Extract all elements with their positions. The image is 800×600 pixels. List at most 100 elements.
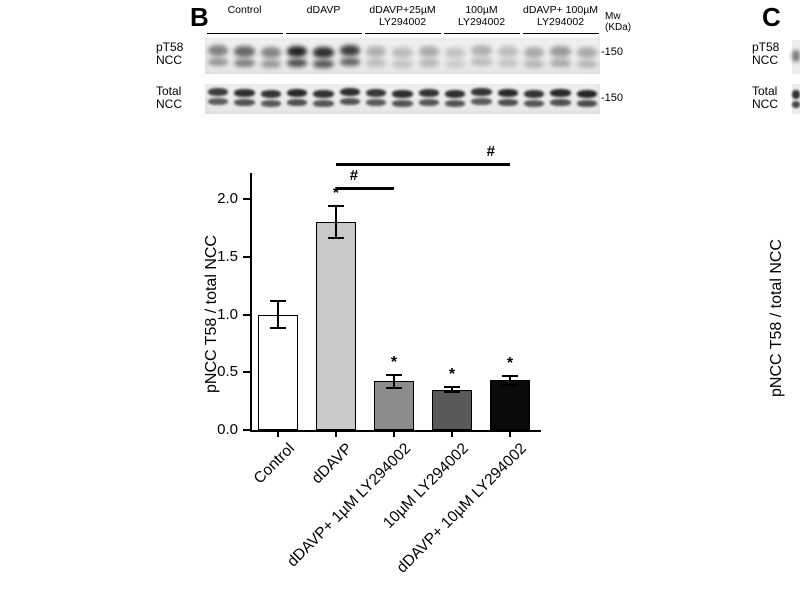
blot-band bbox=[260, 47, 281, 58]
blot-group-label-1: Control bbox=[200, 4, 290, 34]
error-bar-cap-top bbox=[270, 299, 286, 302]
error-bar-line bbox=[509, 375, 511, 385]
blot-band bbox=[523, 60, 545, 68]
blot-band bbox=[260, 90, 281, 98]
error-bar-cap-top bbox=[502, 374, 518, 377]
blot-band bbox=[497, 46, 518, 57]
group-underline bbox=[364, 32, 441, 34]
panel-c-row-label-pt58: pT58 NCC bbox=[752, 40, 780, 67]
blot-band bbox=[471, 45, 492, 56]
blot-band bbox=[260, 100, 281, 107]
x-category-label: Control bbox=[250, 440, 299, 488]
y-tick bbox=[243, 255, 250, 258]
blot-band bbox=[313, 46, 334, 58]
group-label-line1: dDAVP+ 100µM bbox=[522, 4, 599, 16]
blot-lane bbox=[284, 84, 310, 114]
blot-lane bbox=[495, 84, 521, 114]
bar-4 bbox=[432, 389, 472, 430]
blot-group-label-2: dDAVP bbox=[279, 4, 369, 34]
blot-band bbox=[339, 98, 360, 105]
bar-1 bbox=[258, 314, 298, 430]
blot-band bbox=[497, 99, 518, 106]
blot-lane bbox=[363, 84, 389, 114]
blot-band bbox=[208, 88, 229, 96]
blot-strip-pt58-ncc bbox=[205, 38, 600, 74]
blot-lane bbox=[363, 38, 389, 74]
blot-band bbox=[418, 45, 439, 57]
blot-band bbox=[523, 90, 545, 98]
blot-lane bbox=[284, 38, 310, 74]
blot-band bbox=[339, 45, 360, 56]
blot-band bbox=[365, 89, 387, 97]
blot-band bbox=[418, 58, 439, 67]
y-tick-label: 0.5 bbox=[217, 363, 238, 381]
bar-5 bbox=[490, 380, 530, 430]
blot-band bbox=[792, 50, 800, 62]
blot-band bbox=[339, 58, 360, 66]
blot-band bbox=[576, 89, 597, 98]
blot-band bbox=[497, 59, 518, 67]
blot-lane bbox=[547, 38, 573, 74]
blot-band bbox=[392, 60, 413, 68]
blot-band bbox=[392, 100, 413, 107]
panel-b-label: B bbox=[190, 2, 209, 32]
error-bar-cap-bottom bbox=[270, 327, 286, 330]
blot-band bbox=[286, 98, 308, 106]
blot-band bbox=[550, 98, 571, 106]
blot-lane bbox=[442, 38, 468, 74]
blot-band bbox=[444, 59, 466, 68]
blot-band bbox=[208, 45, 229, 56]
blot-band bbox=[471, 98, 492, 105]
blot-row-label-total: Total NCC bbox=[156, 84, 182, 111]
blot-group-label-4: 100µM LY294002 bbox=[437, 4, 527, 34]
group-underline bbox=[285, 32, 362, 34]
significance-star: * bbox=[332, 184, 340, 202]
x-tick bbox=[451, 432, 453, 437]
significance-label: # bbox=[349, 167, 359, 184]
y-tick bbox=[243, 371, 250, 374]
significance-label: # bbox=[486, 143, 495, 160]
blot-band bbox=[497, 89, 518, 97]
panel-c-row-label-total: Total NCC bbox=[752, 84, 778, 111]
panel-c-y-axis-label: pNCC T58 / total NCC bbox=[768, 239, 785, 397]
blot-band bbox=[550, 45, 571, 57]
blot-lane bbox=[521, 38, 547, 74]
blot-band bbox=[313, 89, 334, 98]
mw-units-label: Mw (KDa) bbox=[605, 11, 631, 33]
blot-lane bbox=[205, 84, 231, 114]
blot-band bbox=[444, 99, 466, 107]
significance-bracket bbox=[336, 187, 394, 190]
blot-band bbox=[792, 101, 800, 108]
x-tick bbox=[509, 432, 511, 437]
blot-band bbox=[418, 88, 439, 97]
blot-band bbox=[286, 58, 308, 67]
blot-band bbox=[550, 58, 571, 67]
blot-lane bbox=[468, 38, 494, 74]
blot-strip-total-ncc bbox=[205, 84, 600, 114]
x-category-label: dDAVP bbox=[308, 440, 357, 488]
blot-band bbox=[260, 60, 281, 68]
error-bar-cap-bottom bbox=[328, 237, 344, 240]
blot-group-label-5: dDAVP+ 100µM LY294002 bbox=[516, 4, 606, 34]
blot-band bbox=[234, 59, 255, 67]
blot-lane bbox=[574, 84, 600, 114]
blot-band bbox=[576, 46, 597, 58]
blot-band bbox=[523, 100, 545, 107]
blot-band bbox=[523, 47, 545, 58]
blot-lane bbox=[337, 38, 363, 74]
blot-lane bbox=[258, 84, 284, 114]
blot-band bbox=[444, 46, 466, 58]
y-tick bbox=[243, 313, 250, 316]
error-bar-cap-top bbox=[386, 373, 402, 376]
y-tick-label: 0.0 bbox=[217, 421, 238, 438]
error-bar-cap-top bbox=[328, 204, 344, 207]
blot-lane bbox=[468, 84, 494, 114]
blot-band bbox=[471, 58, 492, 66]
mw-units-line2: (KDa) bbox=[605, 22, 632, 33]
blot-lane bbox=[205, 38, 231, 74]
blot-band bbox=[418, 98, 439, 106]
blot-row-label-pt58: pT58 NCC bbox=[156, 40, 184, 67]
blot-lane bbox=[310, 84, 336, 114]
blot-band bbox=[286, 88, 308, 97]
